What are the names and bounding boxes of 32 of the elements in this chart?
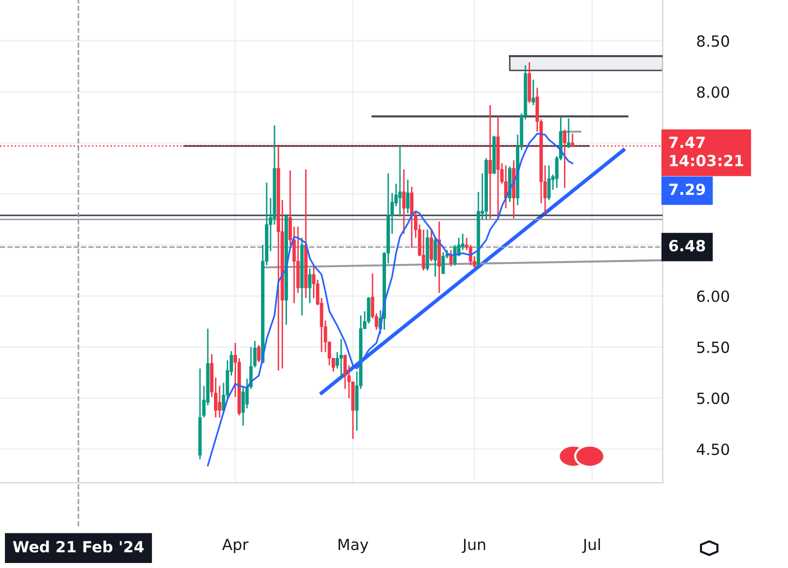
ref-line-label: Wed 21 Feb '24: [12, 540, 144, 553]
x-tick-label: Apr: [222, 538, 248, 554]
candlestick: [339, 338, 343, 380]
y-tick-label: 8.00: [697, 86, 730, 98]
candlestick: [218, 385, 222, 418]
ref-line-label: 6.48: [669, 240, 706, 252]
x-tick-label: Jun: [462, 538, 486, 554]
candlestick: [488, 104, 492, 220]
candlestick: [402, 168, 406, 234]
y-tick-label: 5.00: [697, 392, 730, 404]
candlestick: [547, 164, 551, 201]
ref-line-label: 7.47 14:03:21: [669, 136, 744, 166]
candlestick: [430, 228, 434, 262]
y-tick-label: 4.50: [696, 444, 730, 456]
candlestick: [449, 249, 453, 268]
candlestick: [422, 228, 426, 272]
x-tick-label: May: [338, 538, 368, 554]
candlestick: [532, 78, 535, 106]
text: 7.29: [669, 184, 705, 196]
candlestick: [441, 251, 445, 274]
candlestick: [398, 144, 402, 218]
candlestick: [257, 344, 260, 364]
x-tick-label: Jul: [582, 538, 600, 554]
candlestick: [308, 268, 312, 304]
y-tick-label: 5.50: [697, 342, 730, 354]
candlestick: [434, 237, 437, 278]
candlestick: [406, 178, 410, 214]
y-tick-label: 8.50: [697, 35, 730, 47]
candlestick: [410, 186, 414, 249]
candlestick: [504, 164, 508, 209]
y-tick-label: 6.00: [697, 290, 730, 302]
candlestick: [566, 118, 570, 149]
